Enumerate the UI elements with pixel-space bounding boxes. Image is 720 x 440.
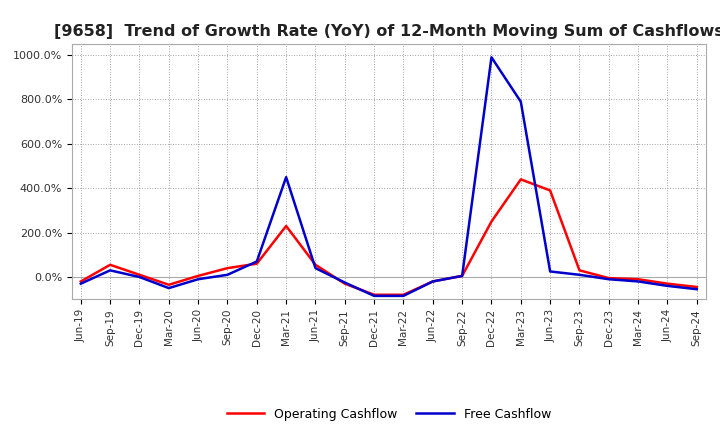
Operating Cashflow xyxy=(487,219,496,224)
Operating Cashflow xyxy=(106,262,114,268)
Operating Cashflow xyxy=(575,268,584,273)
Operating Cashflow xyxy=(663,281,672,286)
Operating Cashflow xyxy=(341,281,349,286)
Free Cashflow xyxy=(223,272,232,278)
Operating Cashflow xyxy=(194,273,202,279)
Free Cashflow xyxy=(663,283,672,289)
Operating Cashflow xyxy=(164,282,173,287)
Operating Cashflow xyxy=(311,262,320,268)
Operating Cashflow xyxy=(223,265,232,271)
Free Cashflow xyxy=(458,273,467,279)
Operating Cashflow xyxy=(253,261,261,266)
Title: [9658]  Trend of Growth Rate (YoY) of 12-Month Moving Sum of Cashflows: [9658] Trend of Growth Rate (YoY) of 12-… xyxy=(54,24,720,39)
Free Cashflow xyxy=(106,268,114,273)
Operating Cashflow xyxy=(76,279,85,284)
Free Cashflow xyxy=(399,293,408,298)
Line: Free Cashflow: Free Cashflow xyxy=(81,57,697,296)
Free Cashflow xyxy=(253,259,261,264)
Free Cashflow xyxy=(341,280,349,285)
Operating Cashflow xyxy=(605,275,613,281)
Operating Cashflow xyxy=(693,284,701,290)
Free Cashflow xyxy=(634,279,642,284)
Operating Cashflow xyxy=(370,292,379,297)
Free Cashflow xyxy=(428,279,437,284)
Legend: Operating Cashflow, Free Cashflow: Operating Cashflow, Free Cashflow xyxy=(222,403,556,425)
Free Cashflow xyxy=(194,277,202,282)
Free Cashflow xyxy=(693,286,701,292)
Free Cashflow xyxy=(135,275,144,280)
Operating Cashflow xyxy=(399,292,408,297)
Line: Operating Cashflow: Operating Cashflow xyxy=(81,180,697,295)
Operating Cashflow xyxy=(634,277,642,282)
Operating Cashflow xyxy=(546,188,554,193)
Operating Cashflow xyxy=(135,272,144,278)
Operating Cashflow xyxy=(516,177,525,182)
Free Cashflow xyxy=(311,265,320,271)
Free Cashflow xyxy=(605,277,613,282)
Free Cashflow xyxy=(575,272,584,278)
Free Cashflow xyxy=(370,293,379,298)
Free Cashflow xyxy=(516,99,525,104)
Operating Cashflow xyxy=(282,224,290,229)
Free Cashflow xyxy=(76,281,85,286)
Free Cashflow xyxy=(546,269,554,274)
Free Cashflow xyxy=(164,286,173,291)
Free Cashflow xyxy=(282,175,290,180)
Operating Cashflow xyxy=(428,279,437,284)
Free Cashflow xyxy=(487,55,496,60)
Operating Cashflow xyxy=(458,273,467,279)
